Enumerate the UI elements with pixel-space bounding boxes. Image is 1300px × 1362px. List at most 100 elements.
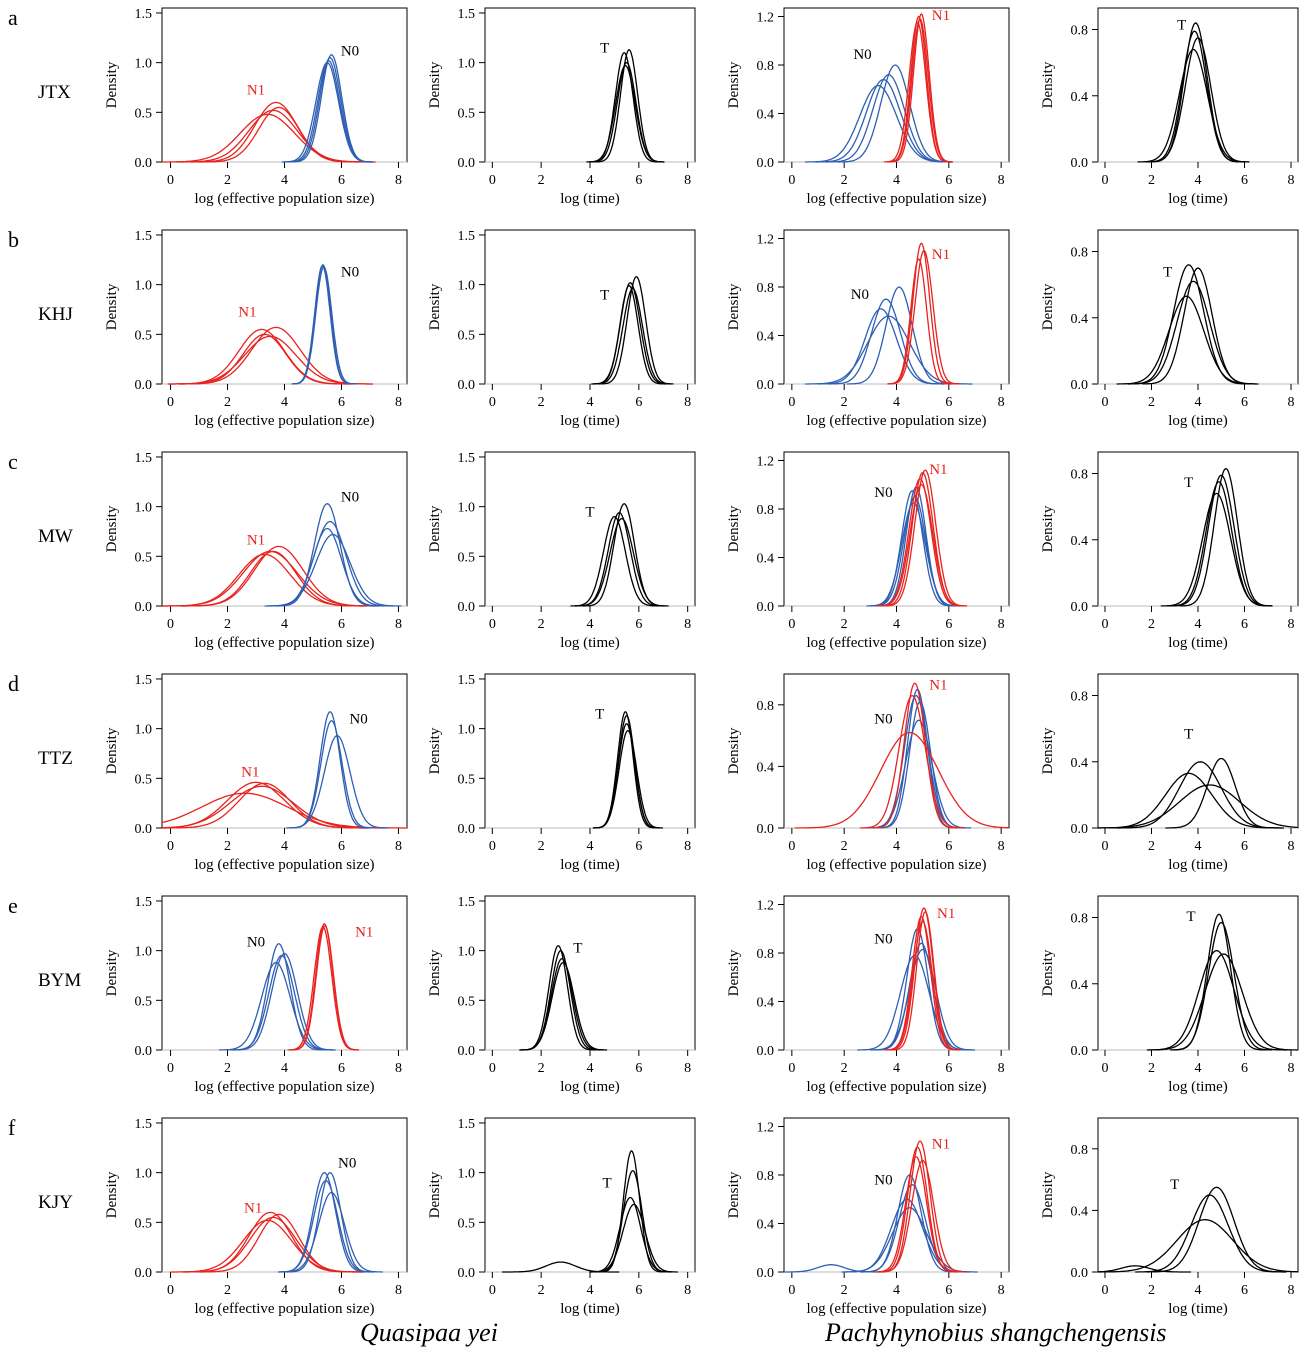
plot-frame: [484, 451, 696, 607]
y-axis-label: Density: [726, 1171, 742, 1218]
plot-frame: [161, 1117, 408, 1273]
x-tick-label: 6: [1241, 1061, 1248, 1076]
x-tick-label: 8: [684, 173, 691, 188]
y-tick-label: 0.8: [1071, 1143, 1089, 1158]
x-tick-label: 0: [788, 839, 795, 854]
density-curve-n0: [285, 59, 372, 163]
density-curve-n0: [846, 286, 952, 385]
x-tick-label: 2: [841, 1061, 848, 1076]
y-tick-label: 0.0: [757, 1266, 775, 1281]
density-curve-t: [599, 275, 674, 385]
plot-frame: [161, 451, 408, 607]
x-axis-label: log (effective population size): [194, 413, 374, 429]
row-letter: d: [8, 671, 19, 696]
row-e: e BYM 0.0 0.5 1.0 1.5 0 2 4 6 8 log (effective popu…: [8, 893, 1299, 1095]
plot-frame: [484, 229, 696, 385]
annotation-t: T: [600, 288, 609, 304]
y-tick-label: 1.0: [135, 501, 153, 516]
x-tick-label: 6: [635, 617, 642, 632]
density-curve-t: [1146, 949, 1287, 1051]
density-curve-n1: [290, 925, 360, 1051]
y-tick-label: 0.0: [757, 1044, 775, 1059]
plot-frame: [161, 7, 408, 163]
annotation-n1: N1: [238, 304, 256, 320]
annotation-t: T: [1163, 264, 1172, 280]
y-tick-label: 0.0: [757, 600, 775, 615]
x-tick-label: 8: [998, 617, 1005, 632]
x-axis-label: log (time): [560, 191, 620, 207]
x-axis-label: log (time): [1168, 413, 1228, 429]
x-tick-label: 2: [841, 839, 848, 854]
annotation-t: T: [573, 941, 582, 957]
x-tick-label: 4: [1195, 395, 1202, 410]
annotation-t: T: [1186, 909, 1195, 925]
x-tick-label: 4: [587, 1061, 594, 1076]
y-tick-label: 0.0: [458, 822, 476, 837]
row-c: c MW 0.0 0.5 1.0 1.5 0 2 4 6 8 log (effective popul…: [8, 449, 1299, 651]
x-tick-label: 2: [224, 173, 231, 188]
x-tick-label: 2: [538, 839, 545, 854]
x-axis-label: log (time): [560, 413, 620, 429]
annotation-t: T: [1170, 1177, 1179, 1193]
x-tick-label: 6: [945, 1283, 952, 1298]
plot-frame: [484, 1117, 696, 1273]
x-axis-label: log (time): [1168, 1301, 1228, 1317]
y-tick-label: 0.0: [458, 156, 476, 171]
row-letter: f: [8, 1115, 16, 1140]
y-tick-label: 0.8: [757, 281, 775, 296]
y-axis-label: Density: [104, 949, 120, 996]
x-tick-label: 6: [945, 617, 952, 632]
density-curve-n1: [162, 782, 368, 829]
row-letter: e: [8, 893, 18, 918]
panel: 0.0 0.5 1.0 1.5 0 2 4 6 8 log (time) Density T: [427, 229, 696, 429]
x-tick-label: 0: [489, 173, 496, 188]
plot-frame: [1097, 7, 1299, 163]
y-axis-label: Density: [726, 283, 742, 330]
annotation-n0: N0: [341, 490, 359, 506]
density-curve-n1: [176, 109, 370, 163]
density-curve-n0: [870, 496, 959, 607]
density-curve-n1: [162, 553, 368, 607]
x-tick-label: 8: [684, 395, 691, 410]
panel: 0.0 0.5 1.0 1.5 0 2 4 6 8 log (effective populati…: [104, 7, 408, 207]
y-tick-label: 0.0: [1071, 378, 1089, 393]
y-tick-label: 0.4: [757, 107, 775, 122]
y-tick-label: 1.2: [757, 232, 775, 247]
y-tick-label: 0.5: [135, 994, 153, 1009]
y-tick-label: 1.5: [135, 673, 153, 688]
density-curve-t: [599, 1150, 664, 1273]
y-tick-label: 0.0: [757, 156, 775, 171]
density-curve-n0: [267, 520, 393, 607]
population-label: BYM: [38, 970, 81, 991]
density-curve-t: [1128, 280, 1259, 385]
density-curve-t: [1170, 921, 1273, 1051]
population-label: MW: [38, 526, 73, 547]
y-tick-label: 0.4: [1071, 756, 1089, 771]
y-tick-label: 1.0: [135, 945, 153, 960]
density-curve-n1: [878, 1159, 967, 1273]
y-tick-label: 0.0: [1071, 822, 1089, 837]
density-curve-t: [1149, 22, 1243, 163]
x-tick-label: 2: [224, 395, 231, 410]
y-tick-label: 0.8: [1071, 912, 1089, 927]
plot-frame: [1097, 229, 1299, 385]
y-tick-label: 1.5: [458, 451, 476, 466]
annotation-n0: N0: [338, 1156, 356, 1172]
x-tick-label: 8: [1288, 839, 1295, 854]
density-curve-n1: [887, 258, 951, 385]
x-tick-label: 8: [998, 839, 1005, 854]
x-tick-label: 2: [224, 1061, 231, 1076]
panel: 0.0 0.4 0.8 0 2 4 6 8 log (effective population …: [726, 673, 1010, 873]
x-axis-label: log (time): [1168, 1079, 1228, 1095]
density-curve-n1: [887, 18, 953, 163]
density-curve-t: [593, 287, 672, 385]
y-axis-label: Density: [427, 283, 443, 330]
y-axis-label: Density: [1040, 61, 1056, 108]
density-curve-n1: [179, 333, 350, 385]
density-curve-t: [1116, 295, 1257, 385]
y-tick-label: 0.0: [1071, 156, 1089, 171]
y-tick-label: 0.5: [135, 550, 153, 565]
x-tick-label: 8: [1288, 617, 1295, 632]
y-tick-label: 0.4: [1071, 90, 1089, 105]
x-tick-label: 8: [395, 1061, 402, 1076]
